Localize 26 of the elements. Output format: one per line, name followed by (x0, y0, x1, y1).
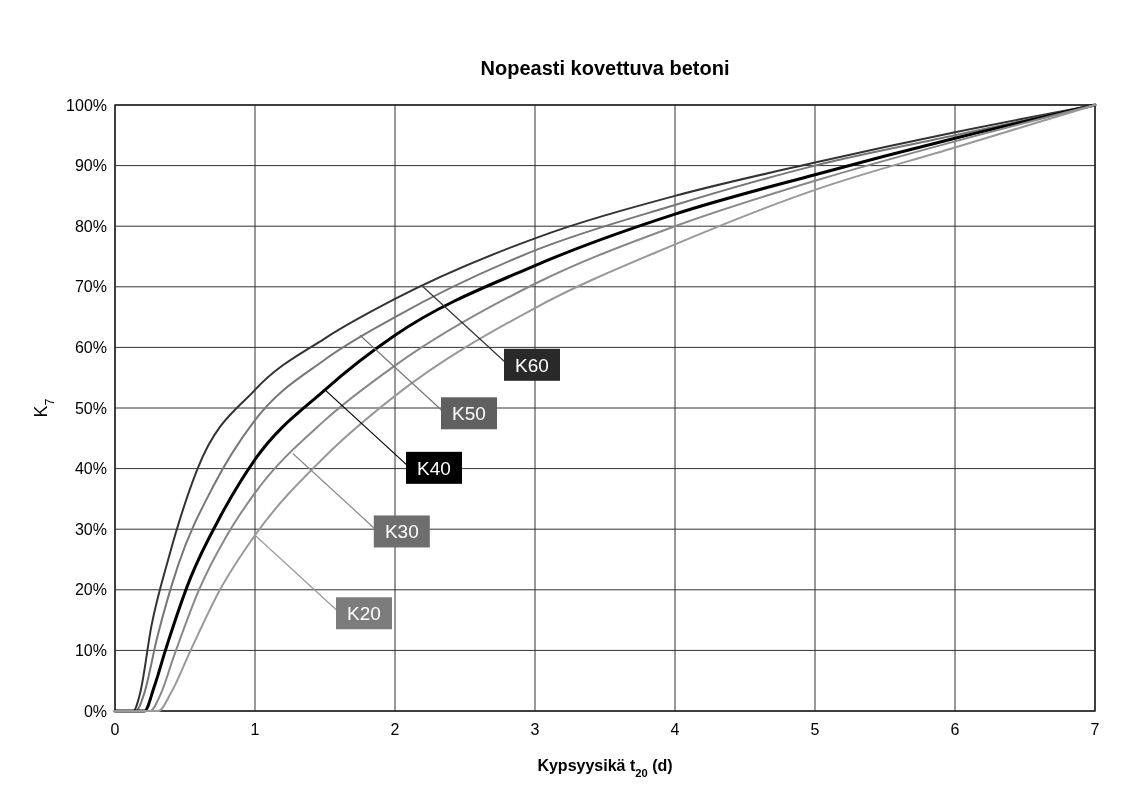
x-tick-label: 5 (810, 721, 820, 738)
y-tick-label: 0% (83, 702, 107, 720)
x-tick-label: 0 (110, 721, 120, 738)
y-tick-label: 100% (66, 96, 107, 114)
annotation: K50 (452, 403, 486, 425)
y-tick-label: 90% (74, 157, 107, 175)
x-tick-label: 4 (670, 721, 680, 738)
chart-title: Nopeasti kovettuva betoni (480, 57, 730, 79)
x-axis-title: Kypsyysikä t$_{20}$ (d) (537, 757, 673, 779)
y-tick-label: 40% (74, 460, 107, 478)
x-tick-label: 6 (950, 721, 960, 738)
y-tick-label: 80% (74, 217, 107, 235)
x-tick-label: 1 (250, 721, 260, 738)
annotation: K40 (417, 457, 451, 479)
y-tick-label: 10% (74, 642, 107, 659)
x-tick-label: 7 (1090, 721, 1100, 738)
y-tick-label: 60% (74, 339, 107, 356)
y-tick-label: 50% (74, 399, 107, 417)
y-tick-label: 30% (74, 520, 107, 538)
annotation: K30 (384, 521, 419, 543)
x-tick-label: 3 (530, 721, 540, 738)
annotation: K20 (347, 603, 381, 625)
y-tick-label: 20% (74, 581, 107, 599)
x-tick-label: 2 (390, 721, 400, 738)
y-tick-label: 70% (74, 278, 107, 296)
annotation: K60 (515, 354, 549, 376)
